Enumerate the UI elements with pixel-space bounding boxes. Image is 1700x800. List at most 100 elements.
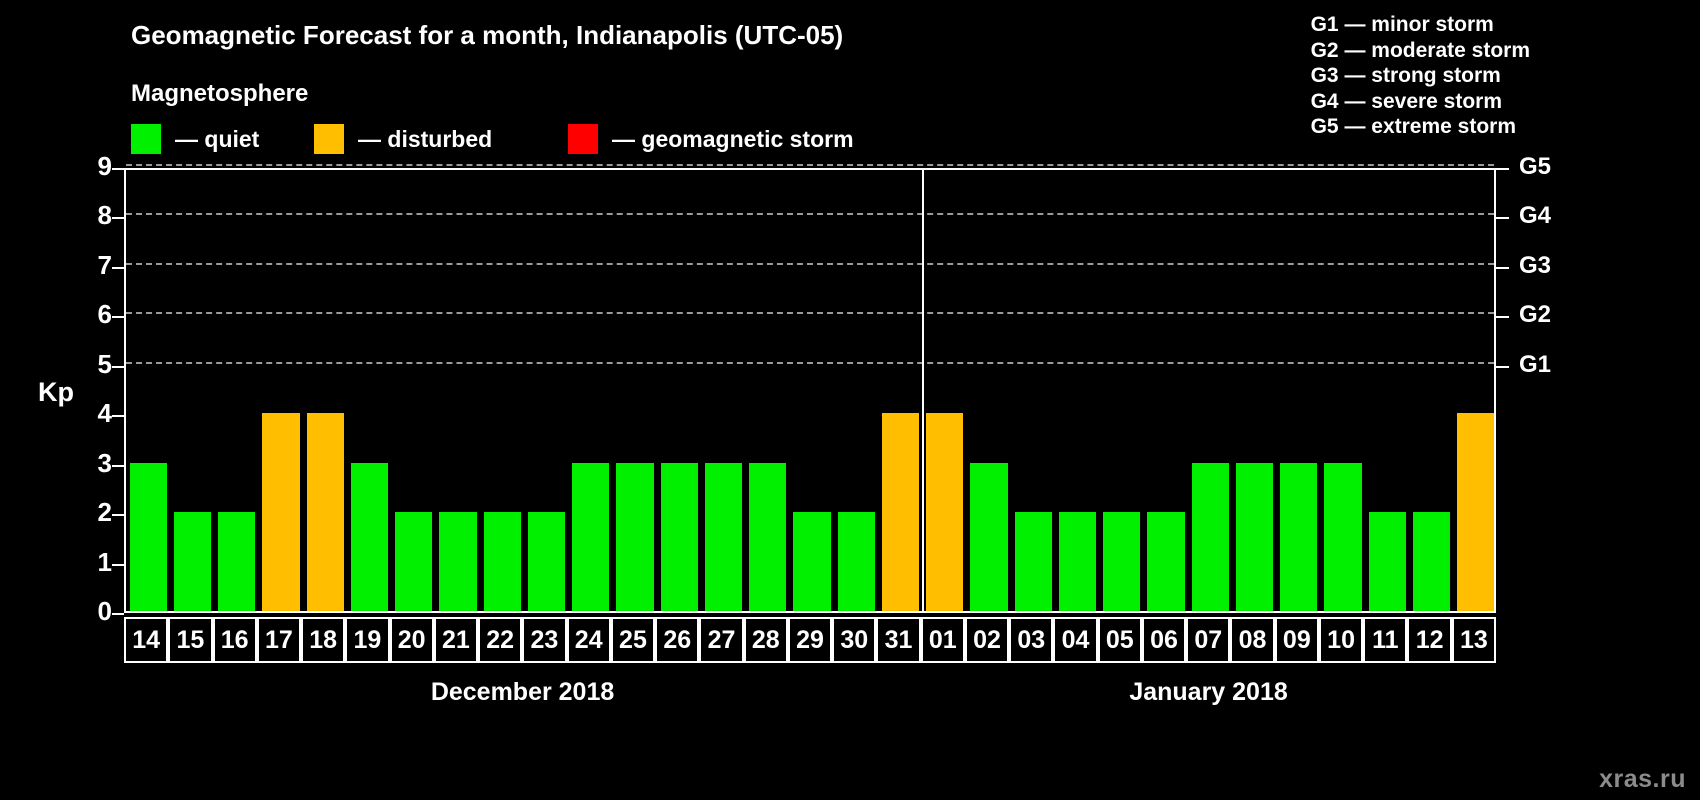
y-tick-label-1: 1 [97,546,112,577]
g-tick-label-G1: G1 [1519,350,1552,378]
section-label: Magnetosphere [131,80,309,107]
bar-day-19 [350,462,389,611]
date-cell-11: 11 [1363,617,1408,663]
plot-inner [126,164,1495,611]
date-cell-15: 15 [168,617,213,663]
bar-day-08 [1235,462,1274,611]
y-tick-label-6: 6 [97,299,112,330]
y-tick-mark-2 [112,514,124,517]
date-cell-02: 02 [964,617,1010,663]
legend-swatch-quiet-icon [131,124,161,154]
gridline-kp-9 [126,164,1494,166]
date-cell-09: 09 [1274,617,1319,663]
date-cell-10: 10 [1318,617,1364,663]
date-cell-22: 22 [478,617,523,663]
bar-day-03 [1014,512,1052,611]
y-tick-mark-7 [112,266,124,269]
date-cell-07: 07 [1186,617,1231,663]
date-cell-20: 20 [389,617,434,663]
g-tick-mark-G1 [1496,365,1509,368]
y-tick-label-8: 8 [97,200,112,231]
bar-day-14 [129,462,167,611]
bar-day-04 [1058,512,1097,611]
bar-day-20 [395,512,433,611]
g-tick-mark-G3 [1496,266,1509,269]
date-cell-16: 16 [212,617,257,663]
date-cell-31: 31 [876,617,921,663]
g-tick-mark-G2 [1496,316,1509,319]
y-tick-mark-9 [112,168,124,170]
g-legend-line-3: G3 — strong storm [1310,64,1501,87]
date-cell-04: 04 [1053,617,1098,663]
bar-day-30 [837,512,875,611]
bar-day-23 [527,512,566,611]
bar-day-07 [1191,462,1229,611]
date-cell-26: 26 [655,617,700,663]
y-tick-mark-5 [112,365,124,368]
date-axis: 14 15 16 17 18 19 20 21 22 23 24 25 26 27 28 29 30 31 01 02… [124,617,1496,663]
bar-day-16 [218,512,256,611]
bar-day-01 [926,413,964,611]
date-cell-17: 17 [256,617,302,663]
y-tick-label-2: 2 [97,497,112,528]
legend-label-storm: — geomagnetic storm [612,125,854,152]
bar-day-18 [306,413,344,611]
bar-day-09 [1280,462,1318,611]
legend-swatch-storm-icon [568,124,598,154]
bar-day-05 [1103,512,1141,611]
bar-day-28 [749,462,787,611]
g-scale-legend: G1 — minor storm G2 — moderate storm G3 — … [1311,12,1530,140]
date-cell-25: 25 [610,617,656,663]
plot-area [124,164,1496,613]
gridline-kp-6 [126,312,1494,315]
bar-day-06 [1147,512,1185,611]
bar-day-29 [793,512,831,611]
y-tick-label-5: 5 [97,348,112,379]
gridline-kp-5 [126,361,1494,364]
legend-entry-quiet: — quiet [131,122,259,156]
y-tick-label-9: 9 [97,151,112,181]
date-cell-21: 21 [433,617,479,663]
y-tick-label-7: 7 [97,249,112,280]
y-tick-label-0: 0 [97,596,112,626]
g-tick-label-G3: G3 [1519,251,1552,279]
bar-day-26 [660,462,698,611]
y-tick-mark-1 [112,563,124,566]
g-tick-mark-G5 [1496,168,1509,170]
bar-day-10 [1324,462,1362,611]
bars-layer [126,170,1495,611]
g-legend-line-1: G1 — minor storm [1310,13,1494,36]
date-cell-03: 03 [1009,617,1054,663]
month-divider-line [921,170,924,611]
bar-day-24 [572,462,610,611]
date-cell-23: 23 [522,617,567,663]
g-tick-label-G2: G2 [1519,301,1552,329]
date-cell-28: 28 [743,617,788,663]
bar-day-27 [704,462,743,611]
bar-day-15 [173,512,211,611]
date-cell-06: 06 [1141,617,1187,663]
y-tick-mark-3 [112,464,124,467]
y-tick-mark-0 [112,613,124,615]
gridline-kp-8 [126,213,1494,216]
date-cell-24: 24 [566,617,611,663]
legend-swatch-disturbed-icon [314,124,344,154]
y-tick-mark-8 [112,217,124,220]
y-tick-mark-6 [112,316,124,319]
g-legend-line-5: G5 — extreme storm [1310,115,1517,138]
date-cell-12: 12 [1407,617,1452,663]
date-cell-05: 05 [1097,617,1142,663]
watermark: xras.ru [1599,765,1686,793]
legend-label-disturbed: — disturbed [358,125,493,152]
date-cell-13: 13 [1451,617,1496,663]
date-cell-14: 14 [124,617,169,663]
legend-entry-disturbed: — disturbed [314,122,492,156]
g-tick-label-G5: G5 [1519,153,1552,180]
date-cell-19: 19 [345,617,390,663]
month-caption-0: December 2018 [430,678,615,706]
bar-day-17 [262,413,300,611]
g-tick-mark-G4 [1496,217,1509,220]
bar-day-02 [970,462,1008,611]
bar-day-11 [1368,512,1406,611]
g-legend-line-2: G2 — moderate storm [1310,38,1530,62]
